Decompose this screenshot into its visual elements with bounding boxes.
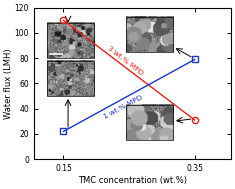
X-axis label: TMC concentration (wt.%): TMC concentration (wt.%) [78, 176, 187, 185]
Bar [47, 23, 94, 58]
Bar [126, 16, 173, 52]
Bar [47, 61, 94, 96]
Text: 1 wt.% MPD: 1 wt.% MPD [103, 95, 144, 120]
Text: 3 wt.% MPD: 3 wt.% MPD [106, 45, 144, 76]
Bar [126, 105, 173, 140]
Y-axis label: Water flux (LMH): Water flux (LMH) [4, 48, 13, 119]
